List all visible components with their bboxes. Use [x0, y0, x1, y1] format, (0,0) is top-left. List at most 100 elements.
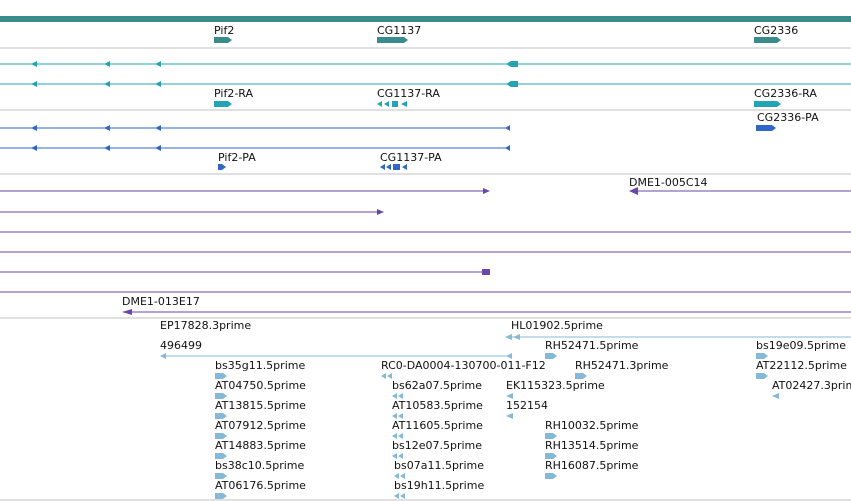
est-glyph: [394, 473, 405, 479]
est-at04750-5prime[interactable]: AT04750.5prime: [215, 379, 306, 399]
est-at13815-5prime[interactable]: AT13815.5prime: [215, 399, 306, 419]
est-bs19e09-5prime[interactable]: bs19e09.5prime: [756, 339, 846, 359]
transcript-cg2336-pa[interactable]: CG2336-PA: [756, 111, 819, 131]
est-glyph: [215, 393, 227, 399]
clone-dme1-005c14[interactable]: DME1-005C14: [629, 176, 851, 195]
strand-arrow: [122, 309, 132, 315]
est-at11605-5prime[interactable]: AT11605.5prime: [392, 419, 483, 439]
est-at07912-5prime[interactable]: AT07912.5prime: [215, 419, 306, 439]
est-glyph: [215, 373, 227, 379]
est-ek115323-5prime[interactable]: EK115323.5prime: [506, 379, 605, 399]
transcript-cg1137-ra[interactable]: CG1137-RA: [377, 87, 440, 107]
est-hl01902-5prime[interactable]: HL01902.5prime: [505, 319, 851, 340]
est-rh10032-5prime[interactable]: RH10032.5prime: [545, 419, 639, 439]
gene-cg2336[interactable]: CG2336: [754, 24, 798, 43]
transcript-label: CG1137-RA: [377, 87, 440, 100]
transcript-cg1137-pa[interactable]: CG1137-PA: [380, 151, 442, 170]
est-rh52471-5prime[interactable]: RH52471.5prime: [545, 339, 639, 359]
exon: [506, 61, 518, 67]
transcript-glyph: [380, 164, 407, 170]
est-label: RC0-DA0004-130700-011-F12: [381, 359, 546, 372]
transcript-pif2-ra[interactable]: Pif2-RA: [214, 87, 253, 107]
strand-arrow: [483, 188, 490, 194]
est-glyph: [506, 413, 513, 419]
gene-pif2[interactable]: Pif2: [214, 24, 234, 43]
est-glyph: [215, 473, 227, 479]
transcript-glyph: [377, 101, 407, 107]
est-label: HL01902.5prime: [511, 319, 603, 332]
est-bs12e07-5prime[interactable]: bs12e07.5prime: [392, 439, 482, 459]
est-bs38c10-5prime[interactable]: bs38c10.5prime: [215, 459, 305, 479]
strand-arrow: [505, 334, 520, 340]
gene-track: Pif2 CG1137 CG2336: [214, 24, 798, 43]
transcript-glyph: [218, 164, 226, 170]
est-label: bs38c10.5prime: [215, 459, 305, 472]
est-label: bs07a11.5prime: [394, 459, 484, 472]
est-label: bs19e09.5prime: [756, 339, 846, 352]
est-bs19h11-5prime[interactable]: bs19h11.5prime: [394, 479, 484, 499]
clone-row[interactable]: [0, 188, 490, 194]
est-ep17828-3prime[interactable]: EP17828.3prime: [160, 319, 251, 332]
gene-cg1137[interactable]: CG1137: [377, 24, 421, 43]
gene-label: CG2336: [754, 24, 798, 37]
transcript-glyph: [754, 101, 781, 107]
est-label: bs35g11.5prime: [215, 359, 305, 372]
transcript-label: CG2336-RA: [754, 87, 817, 100]
est-at06176-5prime[interactable]: AT06176.5prime: [215, 479, 306, 499]
est-glyph: [545, 453, 557, 459]
gene-glyph: [214, 37, 232, 43]
transcript-label: CG1137-PA: [380, 151, 442, 164]
est-glyph: [392, 413, 403, 419]
est-label: bs12e07.5prime: [392, 439, 482, 452]
gene-glyph: [754, 37, 781, 43]
est-at14883-5prime[interactable]: AT14883.5prime: [215, 439, 306, 459]
est-496499[interactable]: 496499: [160, 339, 512, 359]
est-glyph: [215, 493, 227, 499]
est-label: RH13514.5prime: [545, 439, 639, 452]
clone-track: DME1-005C14 DME1-013E17: [0, 176, 851, 315]
clone-block: [482, 269, 490, 275]
exon: [506, 81, 518, 87]
est-at22112-5prime[interactable]: AT22112.5prime: [756, 359, 847, 379]
est-rh52471-3prime[interactable]: RH52471.3prime: [575, 359, 669, 379]
transcript-pif2-pa[interactable]: Pif2-PA: [218, 151, 256, 170]
est-152154[interactable]: 152154: [506, 399, 548, 419]
est-glyph: [545, 433, 557, 439]
est-bs07a11-5prime[interactable]: bs07a11.5prime: [394, 459, 484, 479]
est-at10583-5prime[interactable]: AT10583.5prime: [392, 399, 483, 419]
est-glyph: [215, 453, 227, 459]
clone-label: DME1-005C14: [629, 176, 708, 189]
strand-arrow: [377, 209, 384, 215]
est-label: bs19h11.5prime: [394, 479, 484, 492]
est-glyph: [756, 353, 768, 359]
est-glyph: [506, 393, 513, 399]
est-glyph: [394, 493, 405, 499]
est-bs62a07-5prime[interactable]: bs62a07.5prime: [392, 379, 482, 399]
transcript-track-blue: CG2336-PA Pif2-PA CG1137-PA: [0, 111, 819, 170]
est-at02427-3prime[interactable]: AT02427.3prime: [772, 379, 851, 399]
est-label: bs62a07.5prime: [392, 379, 482, 392]
clone-row[interactable]: [0, 269, 490, 275]
transcript-cg2336-ra[interactable]: CG2336-RA: [754, 87, 817, 107]
transcript-row[interactable]: [0, 81, 851, 87]
est-rc0-da0004-130700-011-f12[interactable]: RC0-DA0004-130700-011-F12: [381, 359, 546, 379]
est-label: AT04750.5prime: [215, 379, 306, 392]
est-glyph: [392, 393, 403, 399]
clone-dme1-013e17[interactable]: DME1-013E17: [122, 295, 851, 315]
gene-label: Pif2: [214, 24, 234, 37]
transcript-label: Pif2-RA: [214, 87, 253, 100]
est-label: AT13815.5prime: [215, 399, 306, 412]
est-rh16087-5prime[interactable]: RH16087.5prime: [545, 459, 639, 479]
est-glyph: [381, 373, 392, 379]
est-glyph: [545, 353, 557, 359]
est-bs35g11-5prime[interactable]: bs35g11.5prime: [215, 359, 305, 379]
transcript-row[interactable]: [0, 61, 851, 67]
est-label: RH52471.5prime: [545, 339, 639, 352]
transcript-row[interactable]: [0, 145, 510, 151]
gene-label: CG1137: [377, 24, 421, 37]
est-label: 496499: [160, 339, 202, 352]
clone-row[interactable]: [0, 209, 384, 215]
est-rh13514-5prime[interactable]: RH13514.5prime: [545, 439, 639, 459]
transcript-row[interactable]: [0, 125, 510, 131]
